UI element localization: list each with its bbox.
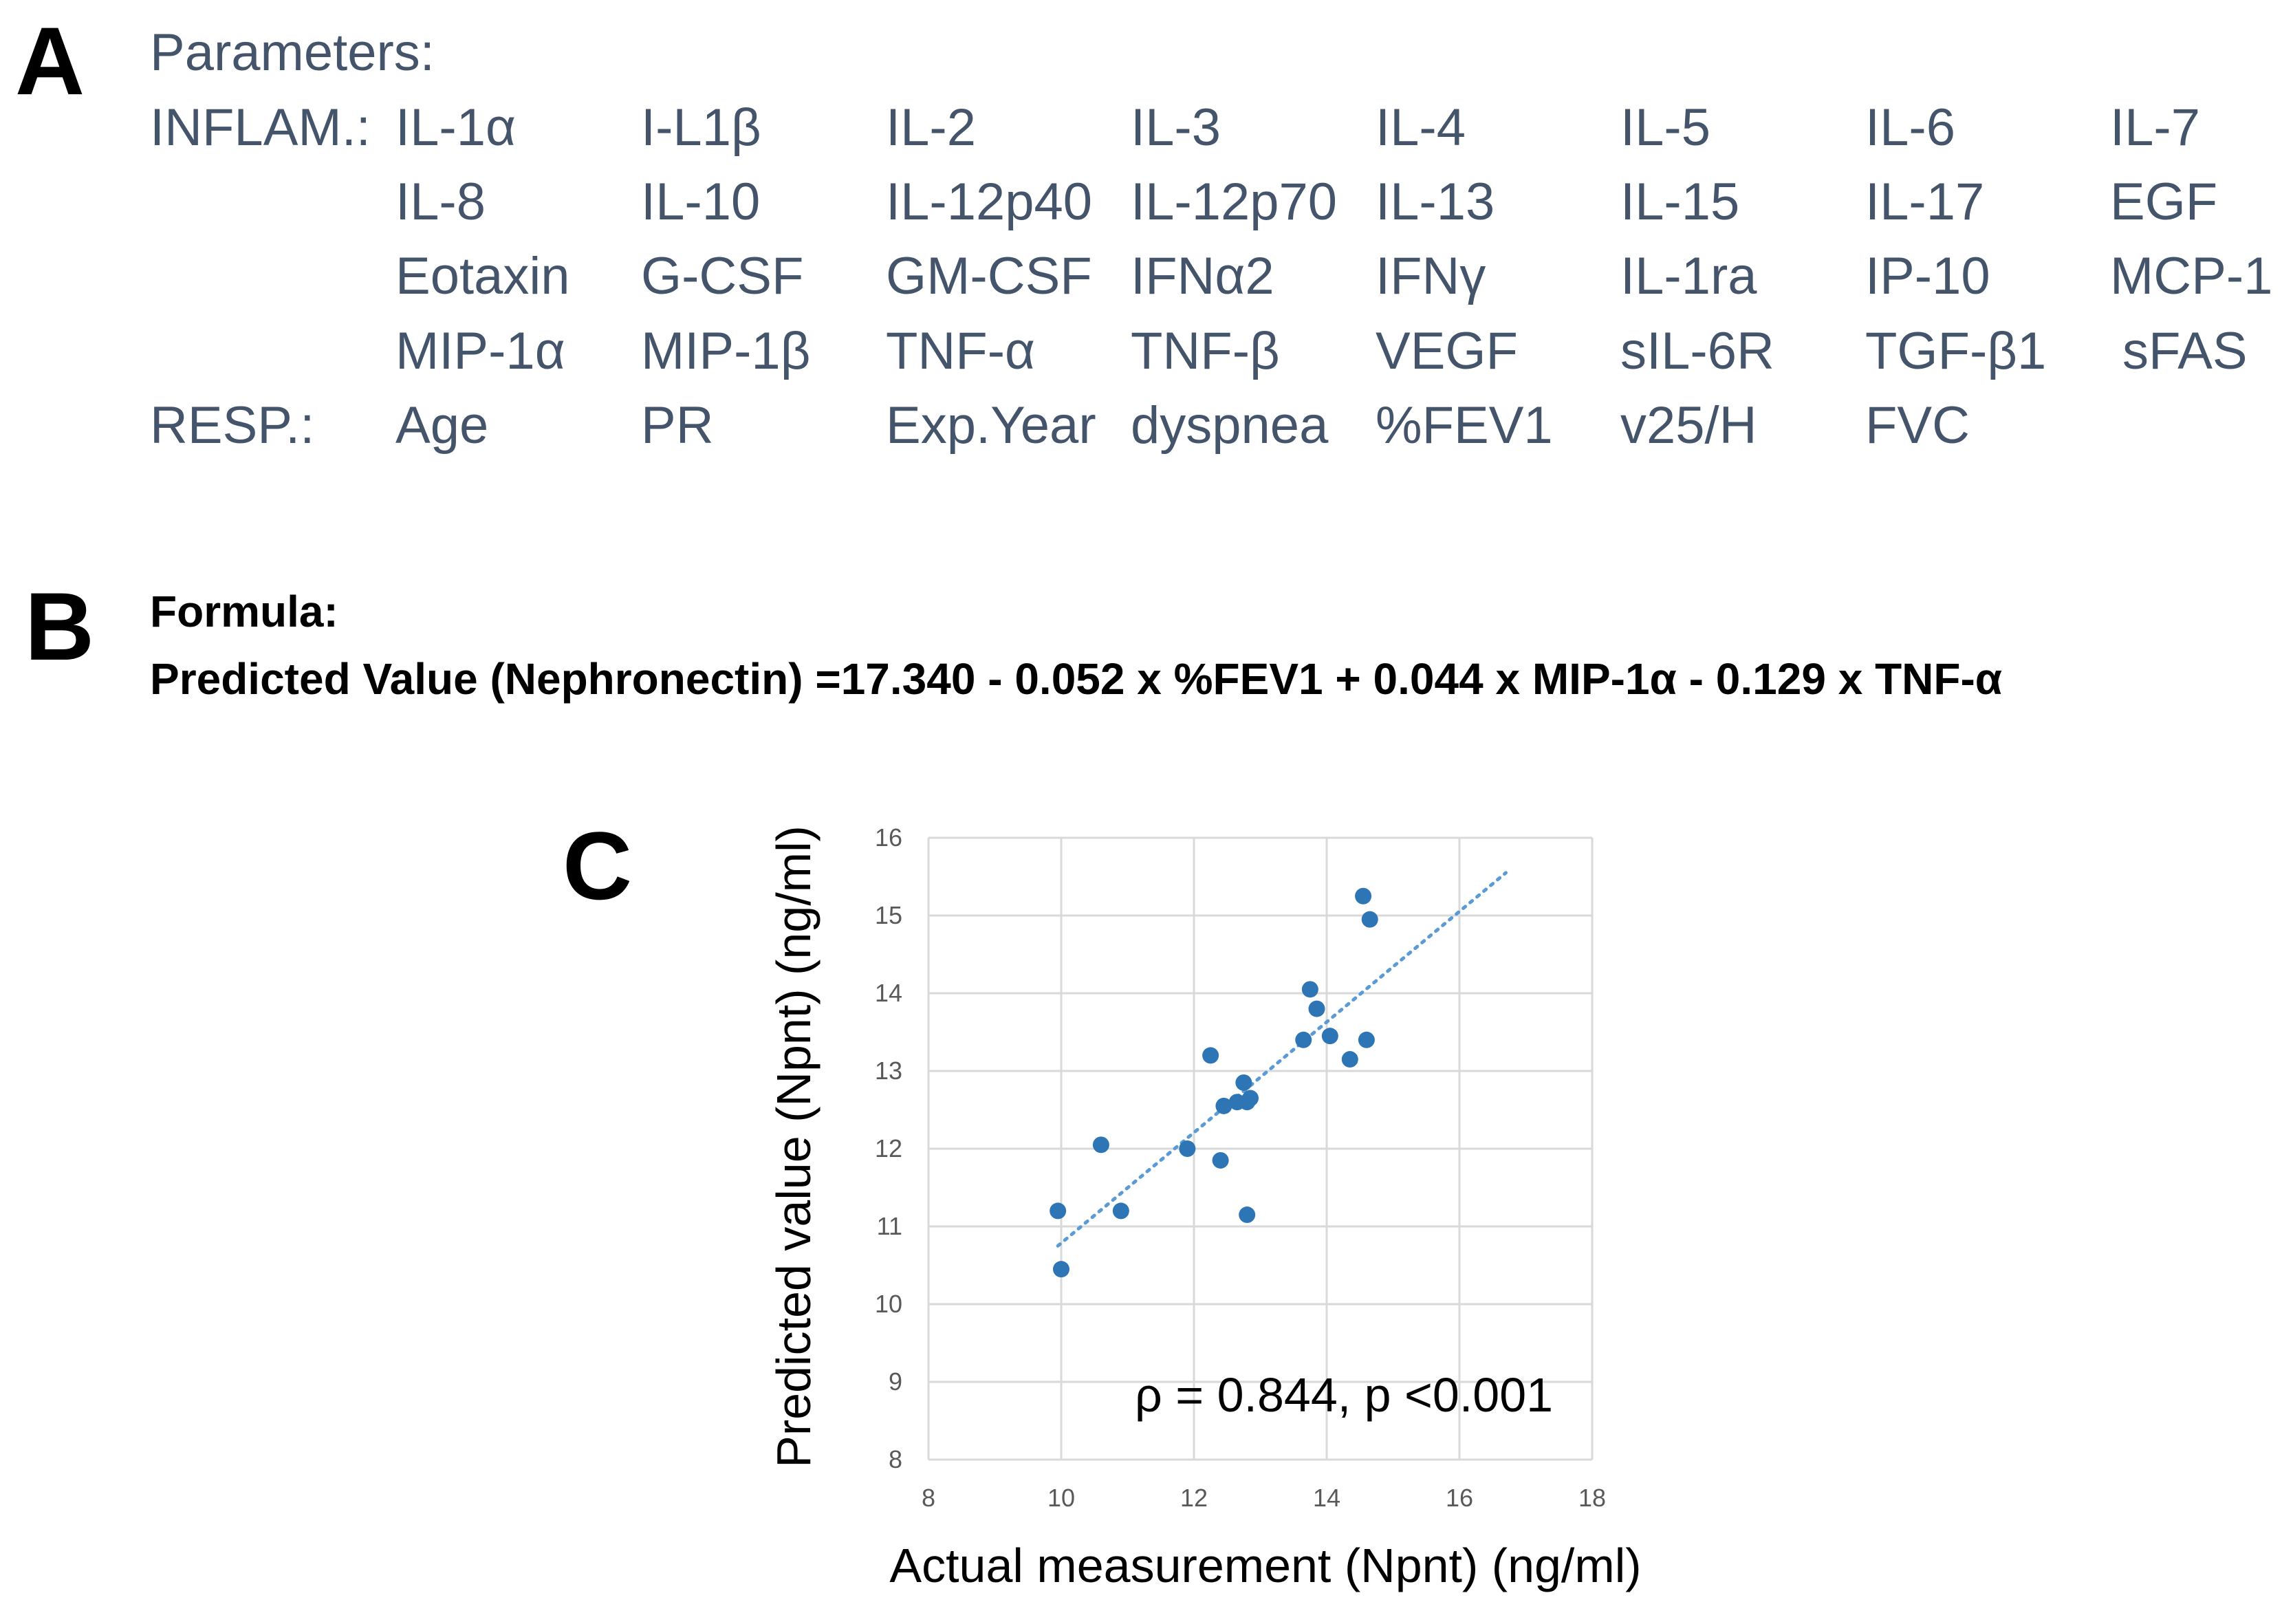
data-point <box>1242 1090 1259 1107</box>
inflam-param: IL-6 <box>1865 98 1955 157</box>
inflam-param: sFAS <box>2122 322 2248 380</box>
resp-param: Exp.Year <box>886 396 1096 455</box>
inflam-param: TNF-β <box>1131 322 1280 380</box>
inflam-param: IFNα2 <box>1131 247 1274 305</box>
x-tick-label: 18 <box>1578 1484 1606 1512</box>
y-tick-label: 12 <box>875 1134 902 1162</box>
data-point <box>1092 1136 1109 1154</box>
panel-b-letter: B <box>25 572 95 680</box>
inflam-param: MCP-1 <box>2110 247 2273 305</box>
inflam-param: VEGF <box>1376 322 1518 380</box>
correlation-annotation: ρ = 0.844, p <0.001 <box>1135 1368 1553 1422</box>
panel-c-letter: C <box>563 812 633 920</box>
inflam-param: MIP-1β <box>641 322 811 380</box>
inflam-param: IL-1ra <box>1620 247 1757 305</box>
x-axis-title: Actual measurement (Npnt) (ng/ml) <box>889 1539 1641 1592</box>
inflam-param: IL-3 <box>1131 98 1221 157</box>
y-tick-label: 16 <box>875 823 902 852</box>
data-point <box>1295 1031 1312 1048</box>
inflam-param: IL-17 <box>1865 173 1985 231</box>
tick-labels: 8 9 10 11 12 13 14 15 16 8 10 12 14 16 18 <box>875 823 1606 1512</box>
data-point <box>1212 1151 1229 1169</box>
x-tick-label: 16 <box>1446 1484 1473 1512</box>
inflam-param: IL-12p70 <box>1131 173 1338 231</box>
y-tick-label: 9 <box>889 1367 902 1396</box>
data-point <box>1053 1261 1069 1278</box>
y-tick-label: 11 <box>877 1212 902 1240</box>
data-point <box>1361 911 1378 928</box>
resp-label: RESP.: <box>150 396 315 455</box>
data-point <box>1321 1028 1338 1045</box>
data-points <box>1050 887 1378 1278</box>
inflam-param: TNF-α <box>886 322 1035 380</box>
formula-label: Formula: <box>150 587 338 636</box>
y-axis-title: Predicted value (Npnt) (ng/ml) <box>767 825 821 1468</box>
trendline-layer <box>1056 871 1508 1248</box>
data-point <box>1301 981 1318 998</box>
x-tick-label: 8 <box>922 1484 935 1512</box>
panel-a-letter: A <box>15 7 85 115</box>
data-point <box>1179 1140 1196 1157</box>
data-point <box>1239 1206 1256 1224</box>
data-point <box>1341 1051 1358 1068</box>
resp-param: FVC <box>1865 396 1970 455</box>
x-tick-label: 12 <box>1180 1484 1208 1512</box>
inflam-param: IL-2 <box>886 98 976 157</box>
data-point <box>1358 1031 1375 1048</box>
data-point <box>1355 887 1372 905</box>
data-point <box>1202 1047 1219 1064</box>
resp-param: %FEV1 <box>1376 396 1553 455</box>
data-point <box>1112 1202 1129 1220</box>
inflam-param: IL-15 <box>1620 173 1740 231</box>
inflam-param: IL-10 <box>641 173 761 231</box>
x-tick-label: 10 <box>1047 1484 1075 1512</box>
resp-param: PR <box>641 396 714 455</box>
inflam-param: IL-5 <box>1620 98 1710 157</box>
parameters-title: Parameters: <box>150 23 435 82</box>
x-tick-label: 14 <box>1313 1484 1340 1512</box>
inflam-param: IL-1α <box>395 98 516 157</box>
inflam-param: TGF-β1 <box>1865 322 2047 380</box>
y-tick-label: 13 <box>875 1057 902 1085</box>
data-point <box>1308 1000 1325 1017</box>
inflam-param: IFNγ <box>1376 247 1486 305</box>
inflam-param: IL-12p40 <box>886 173 1093 231</box>
y-tick-label: 8 <box>889 1445 902 1473</box>
inflam-param: IL-13 <box>1376 173 1495 231</box>
y-tick-label: 15 <box>875 901 902 929</box>
resp-param: v25/H <box>1620 396 1757 455</box>
inflam-param: IL-8 <box>395 173 486 231</box>
inflam-param: Eotaxin <box>395 247 570 305</box>
data-point <box>1050 1202 1067 1220</box>
inflam-param: IL-7 <box>2110 98 2200 157</box>
resp-param: dyspnea <box>1131 396 1329 455</box>
data-point <box>1235 1074 1252 1091</box>
grid-lines <box>927 836 1594 1461</box>
y-tick-label: 14 <box>875 979 902 1007</box>
inflam-param: IL-4 <box>1376 98 1466 157</box>
resp-param: Age <box>395 396 489 455</box>
inflam-param: G-CSF <box>641 247 804 305</box>
inflam-label: INFLAM.: <box>150 98 371 157</box>
inflam-param: MIP-1α <box>395 322 565 380</box>
formula-text: Predicted Value (Nephronectin) =17.340 -… <box>150 654 2003 704</box>
y-tick-label: 10 <box>875 1290 902 1318</box>
inflam-param: sIL-6R <box>1620 322 1774 380</box>
trendline <box>1056 871 1508 1248</box>
inflam-param: GM-CSF <box>886 247 1092 305</box>
inflam-param: I-L1β <box>641 98 761 157</box>
inflam-param: IP-10 <box>1865 247 1990 305</box>
data-point <box>1215 1097 1232 1114</box>
inflam-param: EGF <box>2110 173 2218 231</box>
